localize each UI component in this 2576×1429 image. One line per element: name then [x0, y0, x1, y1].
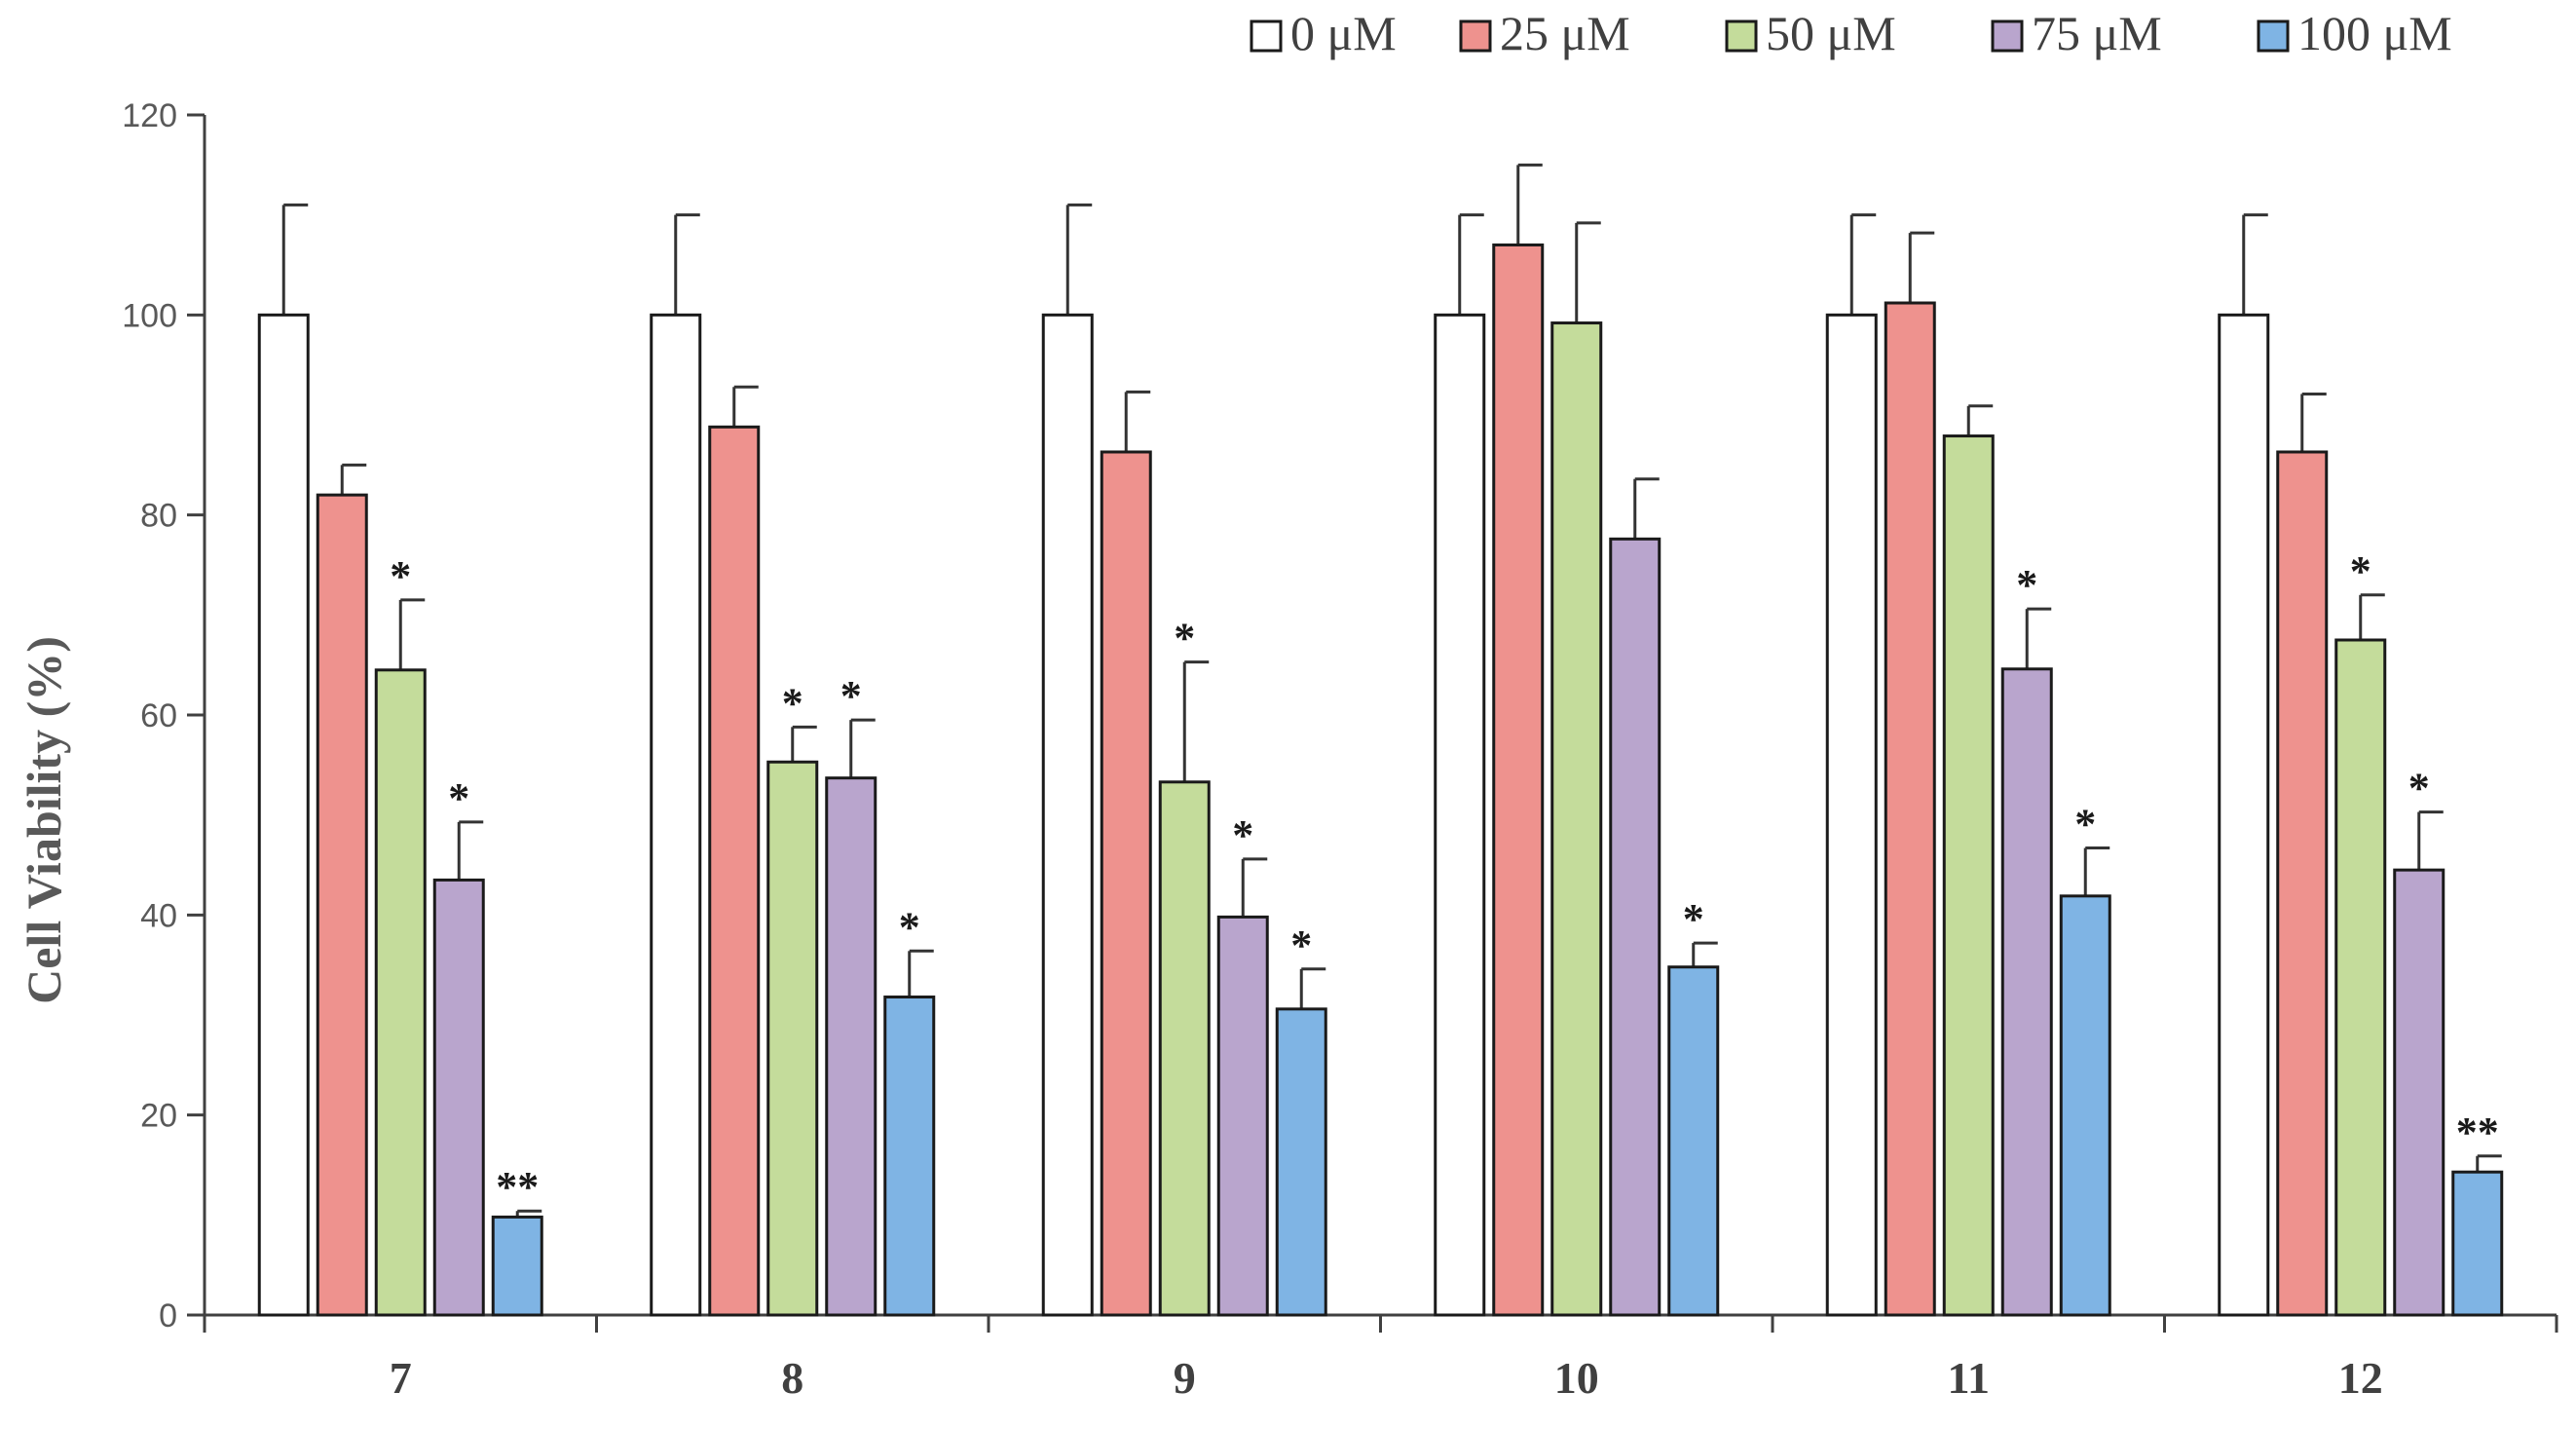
bar [1100, 450, 1152, 1317]
x-category-label: 11 [1948, 1353, 1990, 1403]
significance-marker: * [1232, 811, 1253, 859]
significance-marker: * [1290, 921, 1312, 969]
y-tick-label: 60 [140, 697, 177, 734]
y-tick-label: 120 [122, 97, 177, 134]
bar [316, 493, 368, 1317]
bar [1884, 301, 1936, 1317]
x-category-label: 12 [2338, 1353, 2383, 1403]
bar [374, 668, 427, 1317]
bar [432, 878, 485, 1317]
bar [1667, 965, 1720, 1317]
bar [1041, 313, 1094, 1317]
bar [708, 425, 761, 1317]
y-tick-label: 0 [159, 1297, 177, 1335]
legend-label: 25 μM [1500, 6, 1630, 60]
legend-swatch [1459, 19, 1492, 53]
bar [1550, 321, 1603, 1317]
bar [1942, 434, 1995, 1317]
legend: 0 μM 25 μM 50 μM 75 μM 100 μM [1250, 6, 2452, 60]
bar [1434, 313, 1486, 1317]
legend-label: 50 μM [1766, 6, 1896, 60]
bars-layer [257, 163, 2504, 1317]
y-tick-label: 20 [140, 1098, 177, 1135]
y-tick-label: 100 [122, 297, 177, 334]
bar [2334, 638, 2387, 1317]
bar [1275, 1007, 1327, 1317]
significance-marker: * [899, 903, 920, 951]
bar [1492, 243, 1545, 1317]
bar [2451, 1170, 2504, 1317]
bar [2393, 868, 2445, 1317]
bar [1825, 313, 1878, 1317]
x-category-label: 7 [390, 1353, 412, 1403]
bar [491, 1215, 543, 1317]
legend-label: 75 μM [2032, 6, 2162, 60]
significance-marker: * [840, 672, 862, 720]
significance-marker: ** [496, 1163, 539, 1211]
bar [766, 760, 819, 1317]
bar [2059, 894, 2111, 1317]
significance-marker: * [2074, 801, 2096, 848]
bar [825, 776, 877, 1317]
legend-swatch [1991, 19, 2024, 53]
significance-marker: * [448, 774, 469, 822]
legend-label: 100 μM [2297, 6, 2452, 60]
y-axis-title: Cell Viability (%) [17, 636, 71, 1004]
significance-marker: * [1683, 895, 1704, 943]
legend-swatch [1250, 19, 1283, 53]
axes-layer [187, 113, 2558, 1333]
y-tick-label: 40 [140, 897, 177, 934]
bar [2276, 450, 2329, 1317]
significance-marker: * [390, 552, 411, 600]
legend-swatch [2257, 19, 2290, 53]
x-category-label: 8 [781, 1353, 803, 1403]
x-category-label: 10 [1554, 1353, 1599, 1403]
significance-marker: * [2016, 561, 2037, 609]
bar [650, 313, 702, 1317]
legend-label: 0 μM [1290, 6, 1397, 60]
significance-marker: * [2408, 765, 2430, 812]
legend-swatch [1725, 19, 1758, 53]
significance-marker: * [782, 679, 803, 727]
bar [257, 313, 310, 1317]
bar [2000, 667, 2053, 1317]
x-category-label: 9 [1174, 1353, 1196, 1403]
significance-marker: ** [2456, 1109, 2499, 1156]
significance-marker: * [2350, 547, 2371, 595]
significance-marker: * [1174, 615, 1195, 662]
bar [1158, 780, 1211, 1317]
bar [2218, 313, 2270, 1317]
bar [883, 996, 936, 1317]
y-tick-label: 80 [140, 498, 177, 535]
bar [1609, 537, 1661, 1317]
bar [1216, 915, 1269, 1317]
